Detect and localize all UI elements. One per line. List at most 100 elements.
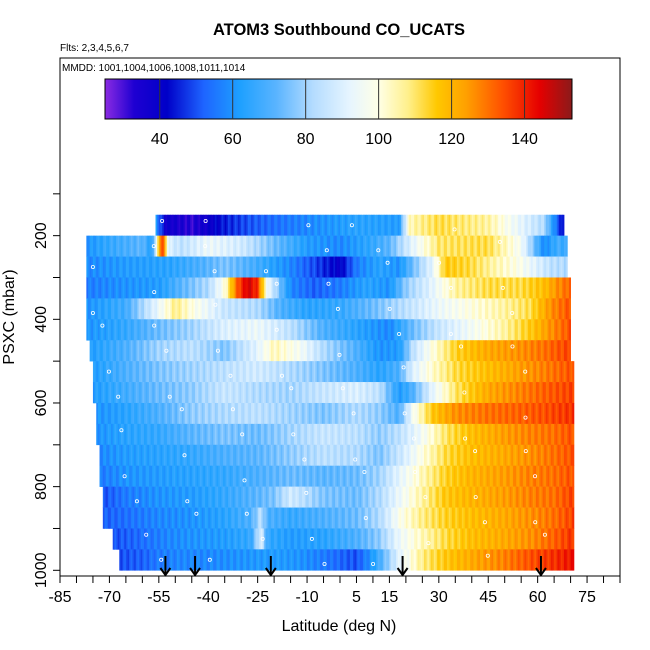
heatmap-cell — [554, 549, 557, 571]
heatmap-cell — [389, 214, 392, 236]
heatmap-cell — [201, 528, 204, 550]
heatmap-cell — [379, 528, 382, 550]
heatmap-cell — [116, 298, 119, 320]
heatmap-cell — [134, 444, 137, 467]
heatmap-cell — [270, 402, 273, 425]
heatmap-cell — [218, 507, 221, 529]
heatmap-cell — [92, 277, 95, 299]
heatmap-cell — [550, 465, 553, 487]
heatmap-cell — [99, 340, 102, 362]
heatmap-cell — [134, 549, 137, 571]
heatmap-cell — [526, 340, 529, 362]
heatmap-cell — [147, 256, 150, 278]
heatmap-cell — [119, 382, 122, 404]
heatmap-cell — [107, 361, 110, 383]
heatmap-cell — [527, 277, 530, 299]
heatmap-cell — [117, 298, 120, 320]
heatmap-cell — [313, 444, 316, 467]
heatmap-cell — [392, 256, 395, 278]
heatmap-cell — [298, 319, 301, 341]
heatmap-cell — [288, 235, 291, 257]
heatmap-cell — [382, 340, 385, 362]
heatmap-cell — [509, 465, 512, 487]
heatmap-cell — [460, 507, 463, 529]
heatmap-cell — [331, 465, 334, 487]
heatmap-cell — [399, 402, 402, 425]
heatmap-cell — [491, 465, 494, 487]
heatmap-cell — [349, 214, 352, 236]
heatmap-cell — [305, 507, 308, 529]
heatmap-cell — [349, 361, 352, 383]
heatmap-cell — [265, 528, 268, 550]
heatmap-cell — [478, 465, 481, 487]
heatmap-cell — [139, 507, 142, 529]
heatmap-cell — [549, 528, 552, 550]
heatmap-cell — [150, 319, 153, 341]
heatmap-cell — [196, 444, 199, 467]
heatmap-cell — [111, 486, 114, 508]
heatmap-cell — [214, 214, 217, 236]
heatmap-cell — [236, 361, 239, 383]
heatmap-cell — [175, 465, 178, 487]
heatmap-cell — [335, 549, 338, 571]
heatmap-cell — [381, 382, 384, 404]
heatmap-cell — [465, 402, 468, 425]
heatmap-cell — [117, 444, 120, 467]
heatmap-cell — [167, 549, 170, 571]
heatmap-cell — [524, 549, 527, 571]
heatmap-cell — [369, 528, 372, 550]
heatmap-cell — [167, 277, 170, 299]
heatmap-cell — [450, 402, 453, 425]
heatmap-cell — [338, 402, 341, 425]
heatmap-cell — [379, 507, 382, 529]
heatmap-cell — [134, 340, 137, 362]
heatmap-cell — [249, 444, 252, 467]
heatmap-cell — [124, 402, 127, 425]
heatmap-cell — [341, 382, 344, 404]
heatmap-cell — [178, 528, 181, 550]
heatmap-cell — [130, 340, 133, 362]
heatmap-cell — [176, 528, 179, 550]
colorbar: 40 60 80 100 120 140 — [104, 78, 573, 148]
heatmap-cell — [527, 361, 530, 383]
heatmap-cell — [407, 277, 410, 299]
heatmap-cell — [224, 444, 227, 467]
heatmap-cell — [172, 256, 175, 278]
heatmap-cell — [438, 402, 441, 425]
heatmap-cell — [325, 235, 328, 257]
heatmap-cell — [242, 528, 245, 550]
heatmap-cell — [109, 298, 112, 320]
heatmap-cell — [165, 549, 168, 571]
heatmap-cell — [195, 340, 198, 362]
heatmap-cell — [139, 402, 142, 425]
heatmap-cell — [181, 277, 184, 299]
heatmap-cell — [536, 444, 539, 467]
heatmap-cell — [331, 549, 334, 571]
heatmap-cell — [219, 319, 222, 341]
heatmap-cell — [180, 256, 183, 278]
heatmap-cell — [428, 507, 431, 529]
heatmap-cell — [534, 528, 537, 550]
heatmap-cell — [363, 402, 366, 425]
heatmap-cell — [94, 340, 97, 362]
heatmap-cell — [256, 382, 259, 404]
heatmap-cell — [529, 549, 532, 571]
heatmap-cell — [254, 235, 257, 257]
heatmap-cell — [340, 549, 343, 571]
heatmap-cell — [540, 465, 543, 487]
heatmap-cell — [163, 277, 166, 299]
heatmap-cell — [251, 549, 254, 571]
heatmap-cell — [226, 486, 229, 508]
heatmap-cell — [181, 486, 184, 508]
heatmap-cell — [473, 235, 476, 257]
heatmap-cell — [442, 528, 445, 550]
heatmap-cell — [481, 423, 484, 446]
heatmap-cell — [453, 340, 456, 362]
heatmap-cell — [376, 423, 379, 446]
heatmap-cell — [153, 319, 156, 341]
heatmap-cell — [264, 319, 267, 341]
heatmap-cell — [109, 235, 112, 257]
heatmap-cell — [140, 423, 143, 446]
heatmap-cell — [531, 402, 534, 425]
heatmap-cell — [195, 444, 198, 467]
